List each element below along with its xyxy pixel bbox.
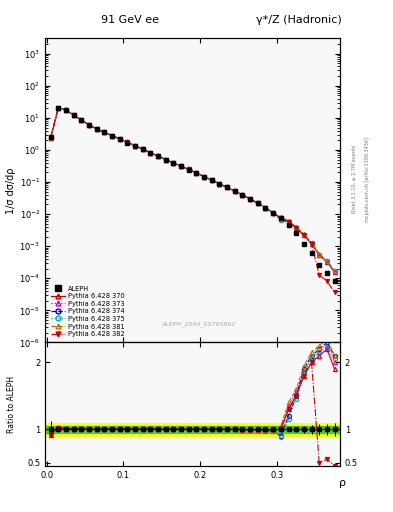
Text: mcplots.cern.ch [arXiv:1306.3436]: mcplots.cern.ch [arXiv:1306.3436] [365, 137, 371, 222]
Y-axis label: Ratio to ALEPH: Ratio to ALEPH [7, 376, 16, 433]
X-axis label: ρ: ρ [340, 478, 346, 488]
Text: γ*/Z (Hadronic): γ*/Z (Hadronic) [256, 14, 342, 25]
Bar [45, 422, 340, 436]
Text: ALEPH_2004_S5765862: ALEPH_2004_S5765862 [161, 322, 236, 327]
Legend: ALEPH, Pythia 6.428 370, Pythia 6.428 373, Pythia 6.428 374, Pythia 6.428 375, P: ALEPH, Pythia 6.428 370, Pythia 6.428 37… [48, 284, 127, 339]
Text: 91 GeV ee: 91 GeV ee [101, 14, 159, 25]
Text: Rivet 3.1.10, ≥ 2.7M events: Rivet 3.1.10, ≥ 2.7M events [352, 145, 357, 214]
Y-axis label: 1/σ dσ/dρ: 1/σ dσ/dρ [6, 167, 16, 214]
Bar [45, 426, 340, 433]
